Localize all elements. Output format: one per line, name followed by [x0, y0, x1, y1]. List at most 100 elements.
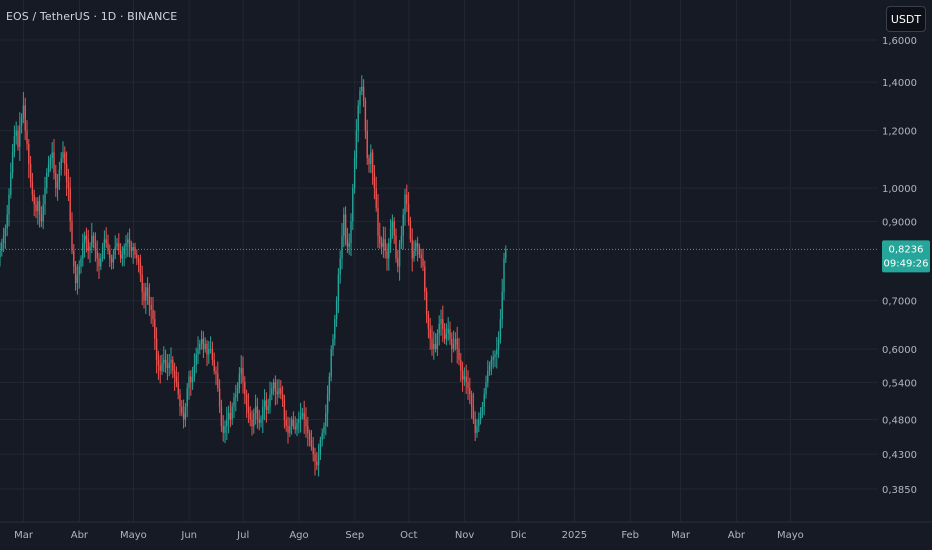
candle-body: [220, 406, 223, 427]
candle-body: [197, 349, 199, 355]
candle-body: [416, 243, 419, 247]
candle-body: [152, 309, 154, 320]
candle-body: [226, 419, 228, 427]
candle-body: [173, 370, 176, 377]
candle-body: [184, 406, 187, 420]
candle-body: [155, 338, 158, 360]
candle-body: [98, 258, 100, 267]
candle-body: [307, 426, 309, 433]
candle-body: [116, 243, 118, 247]
candle-body: [80, 258, 82, 267]
candle-body: [368, 158, 370, 164]
candle-body: [119, 250, 122, 259]
time-tick-label: Abr: [728, 530, 746, 541]
candle-body: [310, 439, 313, 447]
candle-body: [262, 406, 264, 420]
candle-body: [37, 201, 39, 212]
candle-body: [316, 461, 318, 466]
candle-body: [105, 239, 107, 244]
candle-body: [317, 454, 320, 466]
candle-body: [193, 365, 196, 377]
candle-body: [85, 235, 88, 240]
candle-body: [283, 400, 286, 420]
candle-body: [454, 338, 457, 344]
candle-body: [487, 370, 489, 383]
candle-body: [427, 314, 430, 329]
time-tick-label: Mar: [671, 530, 691, 541]
candle-body: [200, 338, 203, 344]
candle-body: [440, 319, 442, 324]
candle-body: [1, 243, 3, 251]
time-tick-label: Mayo: [777, 530, 804, 541]
candle-body: [469, 388, 471, 395]
price-tick-label: 0,3850: [882, 485, 917, 496]
candle-body: [479, 412, 482, 420]
candle-body: [271, 388, 273, 395]
candle-body: [166, 365, 169, 369]
candle-body: [485, 382, 487, 395]
currency-button[interactable]: USDT: [886, 6, 926, 32]
candle-body: [373, 172, 376, 189]
candle-body: [424, 266, 426, 292]
candle-body: [118, 243, 120, 251]
candle-body: [231, 406, 233, 420]
time-tick-label: Oct: [400, 530, 417, 541]
candle-body: [431, 338, 433, 350]
candle-body: [452, 343, 455, 350]
candle-body: [91, 235, 93, 247]
candle-body: [402, 214, 404, 236]
candle-body: [263, 400, 266, 407]
candle-body: [33, 194, 35, 205]
candle-body: [208, 349, 210, 355]
time-tick-label: Sep: [345, 530, 364, 541]
candle-body: [294, 426, 296, 430]
candle-body: [96, 250, 98, 259]
candle-body: [447, 328, 449, 334]
candle-body: [236, 388, 239, 395]
candle-body: [382, 239, 385, 247]
candle-body: [204, 343, 206, 350]
candle-body: [407, 204, 410, 222]
candle-body: [240, 368, 242, 374]
candle-body: [395, 235, 397, 259]
candle-body: [128, 239, 131, 247]
candle-body: [150, 305, 152, 310]
candle-body: [65, 163, 68, 182]
candle-body: [6, 214, 8, 229]
candle-body: [107, 243, 109, 251]
candle-body: [199, 343, 201, 350]
candle-body: [217, 373, 219, 389]
candle-body: [191, 376, 194, 383]
candle-body: [406, 194, 408, 205]
candle-body: [267, 406, 269, 410]
symbol-title: EOS / TetherUS · 1D · BINANCE: [6, 10, 178, 23]
candle-body: [370, 152, 372, 164]
candle-body: [56, 181, 59, 189]
candle-body: [130, 246, 133, 251]
candle-body: [132, 246, 134, 251]
candle-body: [460, 359, 462, 371]
candle-body: [92, 235, 95, 244]
candle-body: [456, 338, 458, 350]
candle-body: [292, 419, 295, 427]
candle-body: [285, 419, 287, 427]
candle-body: [272, 382, 275, 389]
price-tick-label: 1,6000: [882, 36, 917, 47]
candle-body: [11, 152, 14, 173]
time-tick-label: Feb: [621, 530, 639, 541]
candle-body: [260, 419, 262, 423]
time-axis[interactable]: Mar Abr Mayo Jun Jul Ago Sep Oct Nov Dic 2025 Feb Ma…: [0, 521, 932, 541]
candle-body: [443, 328, 446, 339]
candle-body: [179, 394, 181, 407]
candle-body: [287, 426, 289, 433]
candle-body: [343, 214, 345, 236]
candle-body: [175, 376, 178, 383]
candle-body: [121, 254, 124, 259]
candle-body: [51, 152, 53, 159]
candle-body: [377, 207, 379, 236]
candle-body: [82, 243, 84, 259]
candle-body: [280, 388, 282, 395]
price-axis[interactable]: 1,6000 1,4000 1,2000 1,0000 0,9000 0,7000 0,60…: [882, 36, 917, 496]
candle-body: [127, 239, 129, 244]
